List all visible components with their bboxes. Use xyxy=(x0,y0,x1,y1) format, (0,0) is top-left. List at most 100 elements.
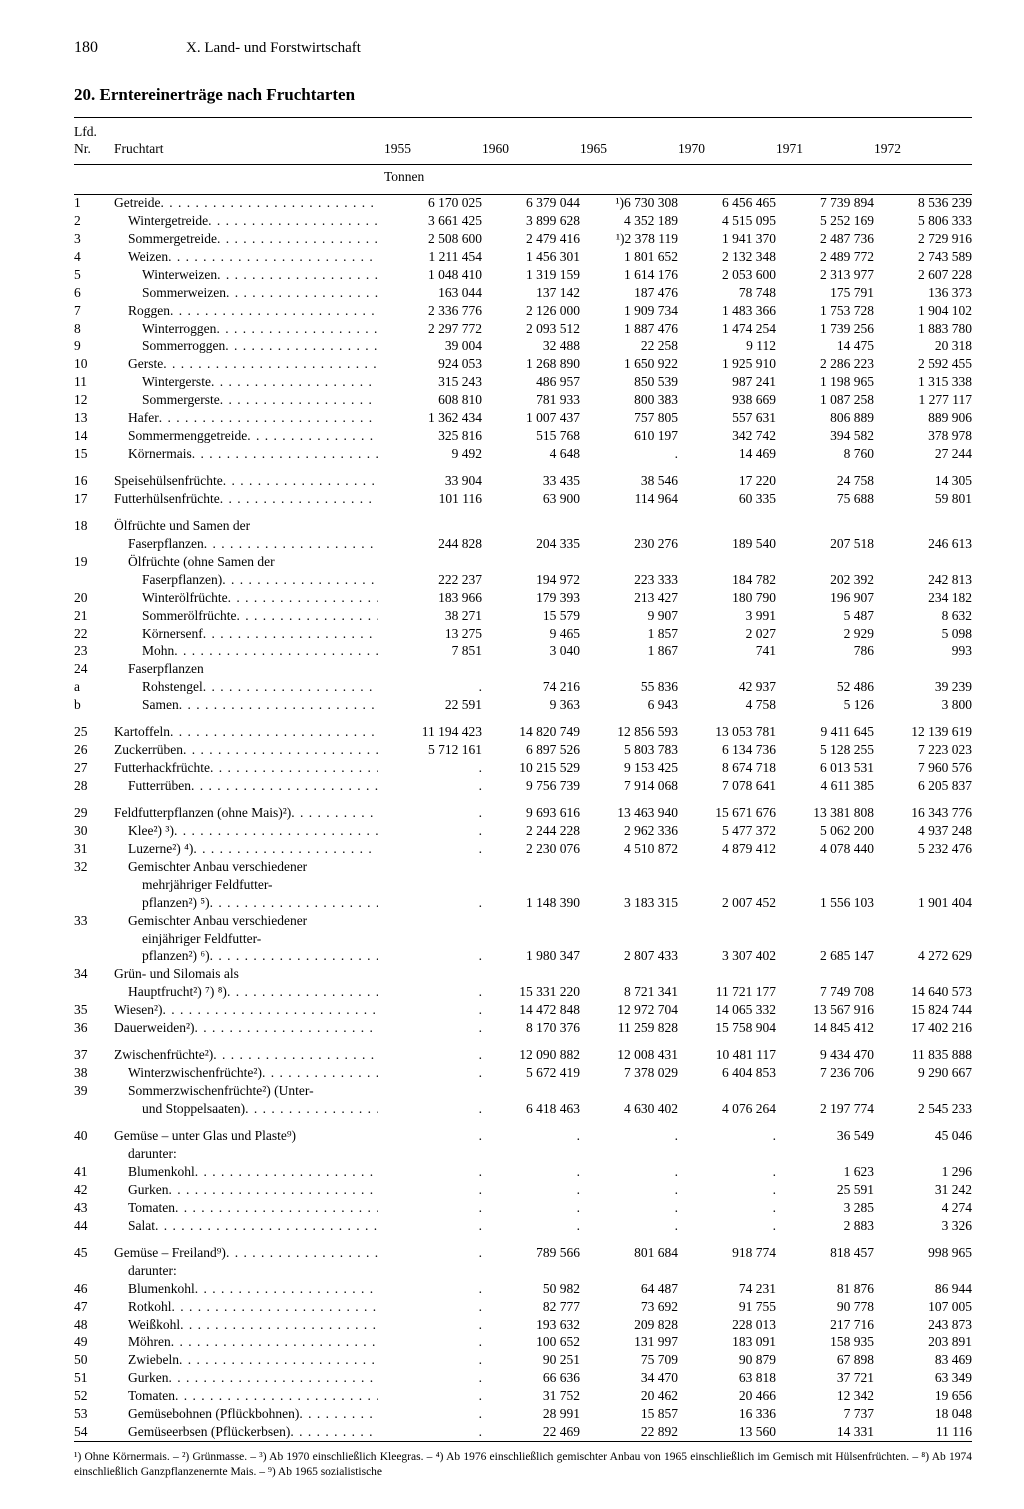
row-value: 2 313 977 xyxy=(776,266,874,284)
row-nr: 53 xyxy=(74,1405,114,1423)
row-value: 22 892 xyxy=(580,1423,678,1441)
row-nr: a xyxy=(74,679,114,697)
row-label: Wintergetreide . . . . . . . . . . . . .… xyxy=(114,213,384,231)
row-value xyxy=(874,1262,972,1280)
row-value: 136 373 xyxy=(874,284,972,302)
row-value: 2 286 223 xyxy=(776,356,874,374)
table-row: darunter: xyxy=(74,1262,972,1280)
row-label: Sommerölfrüchte . . . . . . . . . . . . … xyxy=(114,607,384,625)
row-value xyxy=(678,876,776,894)
row-value: 15 671 676 xyxy=(678,795,776,822)
row-nr: 25 xyxy=(74,714,114,741)
row-value: 7 236 706 xyxy=(776,1065,874,1083)
row-value xyxy=(776,930,874,948)
row-value: 8 721 341 xyxy=(580,984,678,1002)
row-value: 60 335 xyxy=(678,490,776,508)
row-value: 222 237 xyxy=(384,571,482,589)
row-nr xyxy=(74,876,114,894)
row-value: 5 806 333 xyxy=(874,213,972,231)
row-value: 9 363 xyxy=(482,697,580,715)
row-value: 9 756 739 xyxy=(482,778,580,796)
table-row: 16Speisehülsenfrüchte . . . . . . . . . … xyxy=(74,463,972,490)
row-value xyxy=(874,1146,972,1164)
row-value: 223 333 xyxy=(580,571,678,589)
row-value: 1 925 910 xyxy=(678,356,776,374)
row-nr: 33 xyxy=(74,912,114,930)
row-nr: 49 xyxy=(74,1334,114,1352)
row-value xyxy=(678,859,776,877)
row-value xyxy=(482,930,580,948)
row-value xyxy=(580,966,678,984)
row-value: 1 362 434 xyxy=(384,409,482,427)
row-value: 800 383 xyxy=(580,392,678,410)
row-nr: 3 xyxy=(74,231,114,249)
row-value: 204 335 xyxy=(482,536,580,554)
row-value: 4 648 xyxy=(482,445,580,463)
row-value: 757 805 xyxy=(580,409,678,427)
row-value xyxy=(776,554,874,572)
row-value: 14 065 332 xyxy=(678,1002,776,1020)
table-row: 17Futterhülsenfrüchte . . . . . . . . . … xyxy=(74,490,972,508)
table-row: pflanzen²) ⁶) . . . . . . . . . . . . . … xyxy=(74,948,972,966)
row-value: . xyxy=(678,1199,776,1217)
table-row: 2Wintergetreide . . . . . . . . . . . . … xyxy=(74,213,972,231)
row-nr xyxy=(74,894,114,912)
row-value: 194 972 xyxy=(482,571,580,589)
row-nr: 7 xyxy=(74,302,114,320)
row-value: . xyxy=(384,1199,482,1217)
row-value: 59 801 xyxy=(874,490,972,508)
row-nr: 54 xyxy=(74,1423,114,1441)
row-label: darunter: xyxy=(114,1146,384,1164)
row-value: 8 760 xyxy=(776,445,874,463)
row-nr: 39 xyxy=(74,1083,114,1101)
row-value: 202 392 xyxy=(776,571,874,589)
row-value: 7 078 641 xyxy=(678,778,776,796)
row-value xyxy=(776,508,874,535)
row-value: 2 807 433 xyxy=(580,948,678,966)
table-body: 1Getreide . . . . . . . . . . . . . . . … xyxy=(74,195,972,1441)
row-value: 1 483 366 xyxy=(678,302,776,320)
row-value: 789 566 xyxy=(482,1235,580,1262)
row-value: 5 062 200 xyxy=(776,823,874,841)
row-value: 63 900 xyxy=(482,490,580,508)
row-value: . xyxy=(384,1002,482,1020)
row-value: 22 469 xyxy=(482,1423,580,1441)
row-value xyxy=(776,1083,874,1101)
row-value: 90 251 xyxy=(482,1352,580,1370)
row-value: 187 476 xyxy=(580,284,678,302)
row-value: 1 456 301 xyxy=(482,249,580,267)
row-value: 9 153 425 xyxy=(580,760,678,778)
row-nr: 22 xyxy=(74,625,114,643)
row-value: 4 078 440 xyxy=(776,841,874,859)
table-title: 20. Erntereinerträge nach Fruchtarten xyxy=(74,84,972,105)
table-row: 42Gurken . . . . . . . . . . . . . . . .… xyxy=(74,1181,972,1199)
row-value xyxy=(384,912,482,930)
table-row: 18Ölfrüchte und Samen der xyxy=(74,508,972,535)
row-value xyxy=(776,661,874,679)
row-value: 183 091 xyxy=(678,1334,776,1352)
row-nr: 50 xyxy=(74,1352,114,1370)
row-value: . xyxy=(384,1388,482,1406)
table-row: 10Gerste . . . . . . . . . . . . . . . .… xyxy=(74,356,972,374)
row-value: 6 205 837 xyxy=(874,778,972,796)
row-value xyxy=(874,912,972,930)
row-value xyxy=(874,966,972,984)
row-value xyxy=(678,912,776,930)
row-value: 1 867 xyxy=(580,643,678,661)
row-label: Körnermais . . . . . . . . . . . . . . .… xyxy=(114,445,384,463)
row-value: . xyxy=(580,1217,678,1235)
row-label: Winterölfrüchte . . . . . . . . . . . . … xyxy=(114,589,384,607)
row-value xyxy=(482,876,580,894)
row-value xyxy=(580,859,678,877)
row-value: 14 820 749 xyxy=(482,714,580,741)
row-value xyxy=(482,1146,580,1164)
row-value: 2 883 xyxy=(776,1217,874,1235)
row-value: 11 835 888 xyxy=(874,1037,972,1064)
row-value: 4 758 xyxy=(678,697,776,715)
row-value: 38 271 xyxy=(384,607,482,625)
row-value: 39 239 xyxy=(874,679,972,697)
row-value xyxy=(384,930,482,948)
row-value: 2 479 416 xyxy=(482,231,580,249)
row-value: 10 481 117 xyxy=(678,1037,776,1064)
row-value: . xyxy=(384,1217,482,1235)
